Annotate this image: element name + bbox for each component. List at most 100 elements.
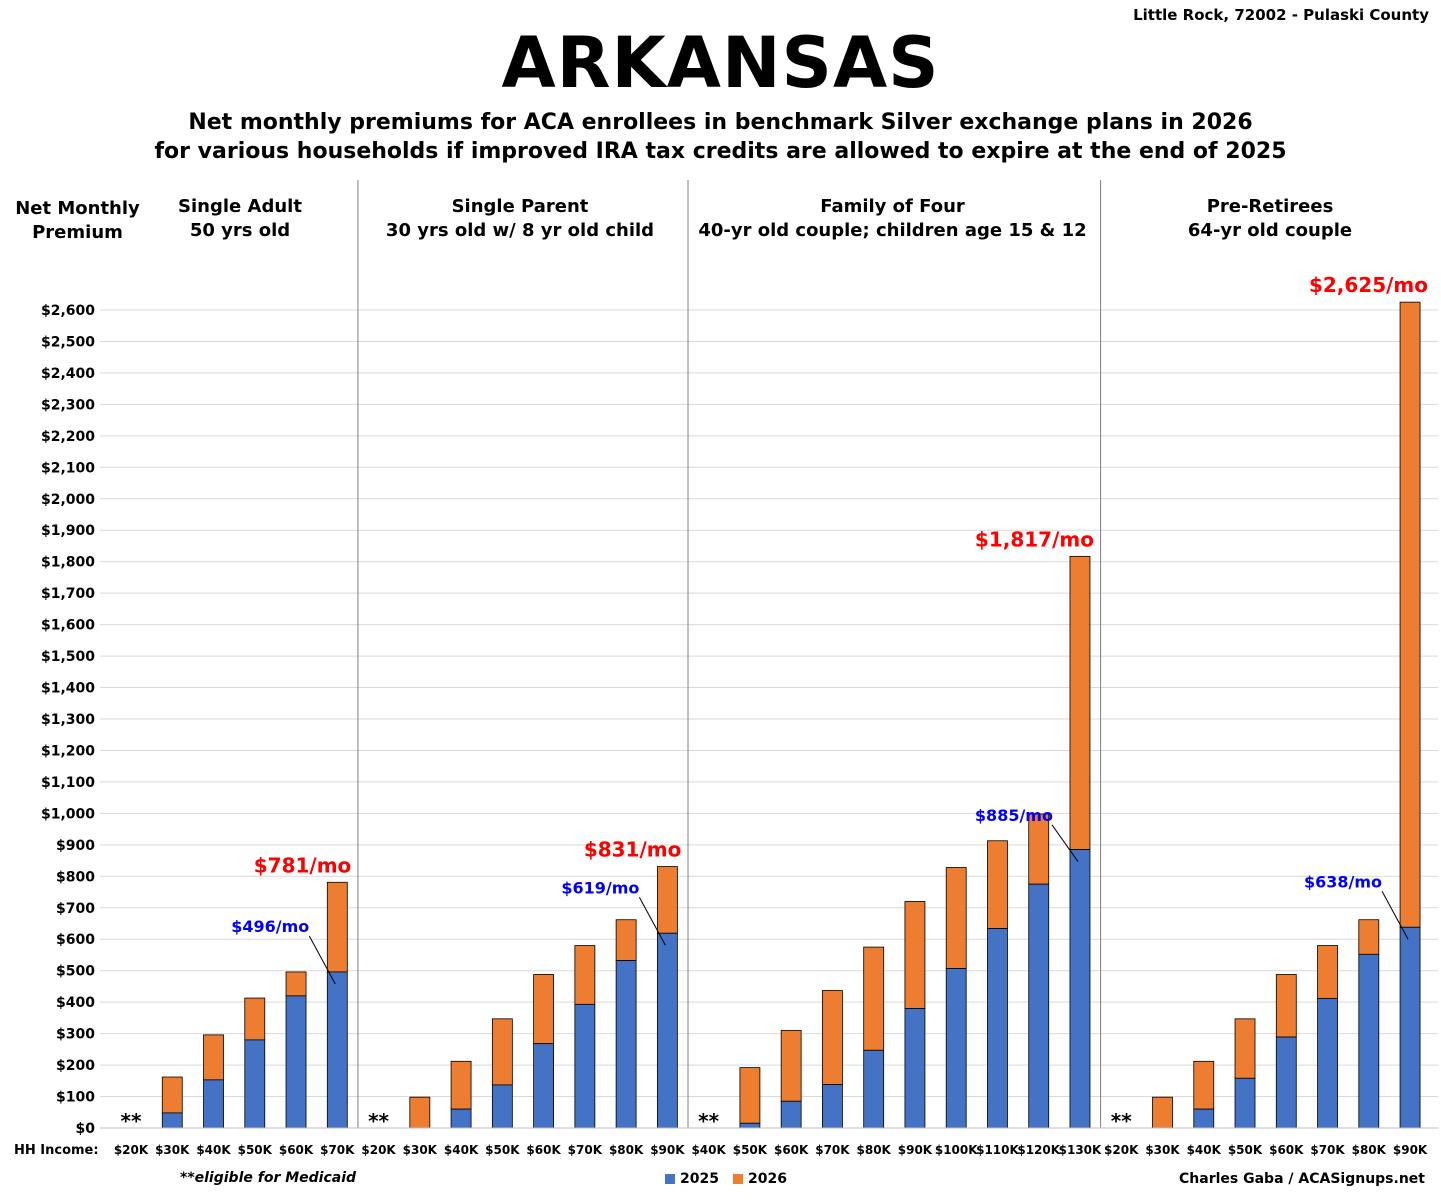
x-tick-label: $50K (1228, 1143, 1263, 1157)
bar-2026 (1275, 974, 1297, 1038)
x-tick-label: $50K (733, 1143, 768, 1157)
group-title-pre-retirees: Pre-Retirees 64-yr old couple (1105, 195, 1435, 243)
x-tick-label: $60K (1269, 1143, 1304, 1157)
callout-2026: $1,817/mo (975, 527, 1094, 551)
bar-2025 (904, 1008, 926, 1129)
medicaid-marker: ** (698, 1109, 719, 1133)
bar-2025 (1069, 849, 1091, 1129)
bar-2026 (1193, 1060, 1215, 1110)
x-tick-label: $130K (1059, 1143, 1102, 1157)
y-tick-label: $1,000 (41, 806, 95, 822)
group-title-line: 40-yr old couple; children age 15 & 12 (698, 220, 1087, 241)
bar-2025 (244, 1039, 266, 1129)
callout-2026: $781/mo (254, 853, 352, 877)
x-tick-label: $110K (976, 1143, 1019, 1157)
y-tick-label: $2,300 (41, 397, 95, 413)
y-tick-label: $1,400 (41, 681, 95, 697)
y-tick-label: $2,200 (41, 429, 95, 445)
bar-2026 (904, 901, 926, 1009)
y-tick-label: $200 (56, 1058, 95, 1074)
callout-2025: $619/mo (561, 878, 639, 897)
x-tick-label: $20K (114, 1143, 149, 1157)
x-tick-label: $90K (1393, 1143, 1428, 1157)
y-tick-label: $1,700 (41, 586, 95, 602)
x-tick-label: $60K (279, 1143, 314, 1157)
bar-2026 (780, 1030, 802, 1102)
bar-2026 (739, 1067, 761, 1124)
x-tick-label: $100K (935, 1143, 978, 1157)
y-tick-label: $600 (56, 932, 95, 948)
footnote: **eligible for Medicaid (180, 1170, 357, 1186)
y-tick-label: $700 (56, 901, 95, 917)
legend-swatch-2025 (665, 1174, 675, 1184)
bar-2026 (1069, 555, 1091, 850)
x-tick-label: $90K (650, 1143, 685, 1157)
y-tick-label: $1,100 (41, 775, 95, 791)
bar-2025 (161, 1112, 183, 1129)
bar-2025 (491, 1084, 513, 1129)
bar-2025 (1399, 926, 1421, 1129)
group-title-line: 30 yrs old w/ 8 yr old child (385, 220, 655, 241)
bar-2025 (656, 932, 678, 1129)
y-tick-label: $1,300 (41, 712, 95, 728)
callout-2026: $831/mo (584, 838, 682, 862)
bar-2026 (244, 997, 266, 1041)
legend: 2025 2026 (665, 1171, 787, 1187)
credit: Charles Gaba / ACASignups.net (1179, 1171, 1425, 1187)
y-tick-label: $300 (56, 1027, 95, 1043)
legend-label: 2026 (747, 1171, 787, 1187)
callout-arrow (638, 897, 666, 946)
bar-2025 (533, 1043, 554, 1129)
location-label: Little Rock, 72002 - Pulaski County (1133, 6, 1429, 24)
x-tick-label: $70K (815, 1143, 850, 1157)
legend-item-2025: 2025 (665, 1171, 719, 1187)
y-axis-title-line-1: Net Monthly (15, 198, 140, 219)
y-tick-label: $2,500 (41, 334, 95, 350)
medicaid-marker: ** (121, 1109, 142, 1133)
medicaid-marker: ** (368, 1109, 389, 1133)
bar-2025 (203, 1079, 224, 1129)
x-tick-label: $40K (444, 1143, 479, 1157)
y-axis-title: Net Monthly Premium (5, 197, 150, 245)
y-tick-label: $800 (56, 869, 95, 885)
medicaid-marker: ** (1111, 1109, 1132, 1133)
bar-2026 (1152, 1096, 1173, 1129)
x-tick-label: $60K (526, 1143, 561, 1157)
bar-2026 (533, 974, 554, 1045)
group-title-family-of-four: Family of Four 40-yr old couple; childre… (690, 195, 1095, 243)
callout-2025: $885/mo (975, 806, 1053, 825)
x-tick-label: $120K (1017, 1143, 1060, 1157)
y-tick-label: $2,000 (41, 492, 95, 508)
x-tick-label: $40K (691, 1143, 726, 1157)
x-tick-label: $70K (1310, 1143, 1345, 1157)
bar-2026 (450, 1060, 472, 1110)
bar-2025 (739, 1122, 761, 1129)
bar-2025 (945, 968, 967, 1129)
legend-label: 2025 (680, 1171, 719, 1187)
callout-2025: $638/mo (1304, 872, 1382, 891)
x-tick-label: $20K (361, 1143, 396, 1157)
y-axis-title-line-2: Premium (32, 222, 123, 243)
x-tick-label: $80K (1352, 1143, 1387, 1157)
y-tick-label: $0 (76, 1121, 96, 1137)
bar-2025 (1193, 1108, 1215, 1129)
x-tick-label: $60K (774, 1143, 809, 1157)
legend-swatch-2026 (732, 1174, 743, 1184)
bar-2026 (161, 1076, 183, 1114)
y-tick-label: $100 (56, 1090, 95, 1106)
x-tick-label: $80K (609, 1143, 644, 1157)
bar-2026 (1234, 1018, 1256, 1079)
y-tick-label: $900 (56, 838, 95, 854)
x-tick-label: $20K (1104, 1143, 1139, 1157)
bar-2025 (1358, 953, 1380, 1129)
y-tick-label: $2,100 (41, 460, 95, 476)
legend-item-2026: 2026 (732, 1171, 787, 1187)
bar-2025 (1317, 997, 1338, 1129)
bar-2026 (574, 945, 596, 1005)
x-tick-label: $30K (403, 1143, 438, 1157)
group-title-line: 64-yr old couple (1187, 220, 1353, 241)
x-tick-label: $30K (1145, 1143, 1180, 1157)
bar-2025 (987, 928, 1008, 1129)
